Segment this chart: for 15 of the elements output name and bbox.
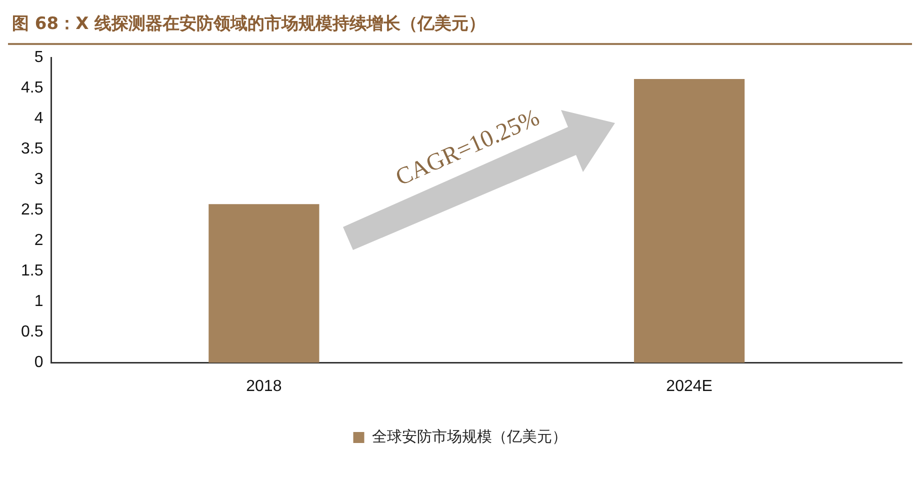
y-tick-label: 4.5 (20, 80, 44, 97)
y-tick-label: 4 (34, 110, 44, 128)
x-tick-label: 2024E (666, 378, 712, 395)
y-tick-label: 5 (34, 49, 44, 66)
y-tick-label: 1.5 (20, 262, 44, 280)
legend-label: 全球安防市场规模（亿美元） (372, 427, 567, 446)
y-tick-label: 3.5 (20, 140, 44, 158)
x-tick-label: 2018 (246, 378, 282, 395)
y-tick-label: 2.5 (20, 202, 44, 219)
y-tick-label: 3 (34, 171, 44, 188)
y-tick-label: 0 (34, 354, 44, 372)
y-tick-label: 1 (34, 293, 44, 310)
y-tick-label: 2 (34, 232, 44, 250)
y-tick-label: 0.5 (20, 324, 44, 341)
chart-title: 图 68：X 线探测器在安防领域的市场规模持续增长（亿美元） (8, 8, 912, 45)
